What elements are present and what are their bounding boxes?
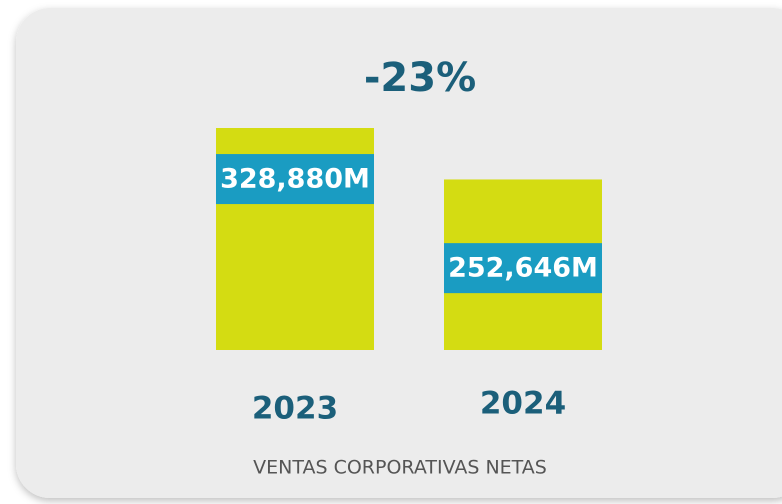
x-tick-label: 2023	[252, 391, 338, 427]
value-label: 252,646M	[448, 253, 598, 284]
x-axis-label: VENTAS CORPORATIVAS NETAS	[253, 457, 547, 479]
value-label-band	[444, 243, 602, 294]
value-label: 328,880M	[220, 164, 370, 195]
x-tick-label: 2024	[480, 386, 566, 422]
change-annotation: -23%	[364, 55, 476, 101]
card	[16, 8, 782, 498]
value-label-band	[216, 154, 374, 205]
